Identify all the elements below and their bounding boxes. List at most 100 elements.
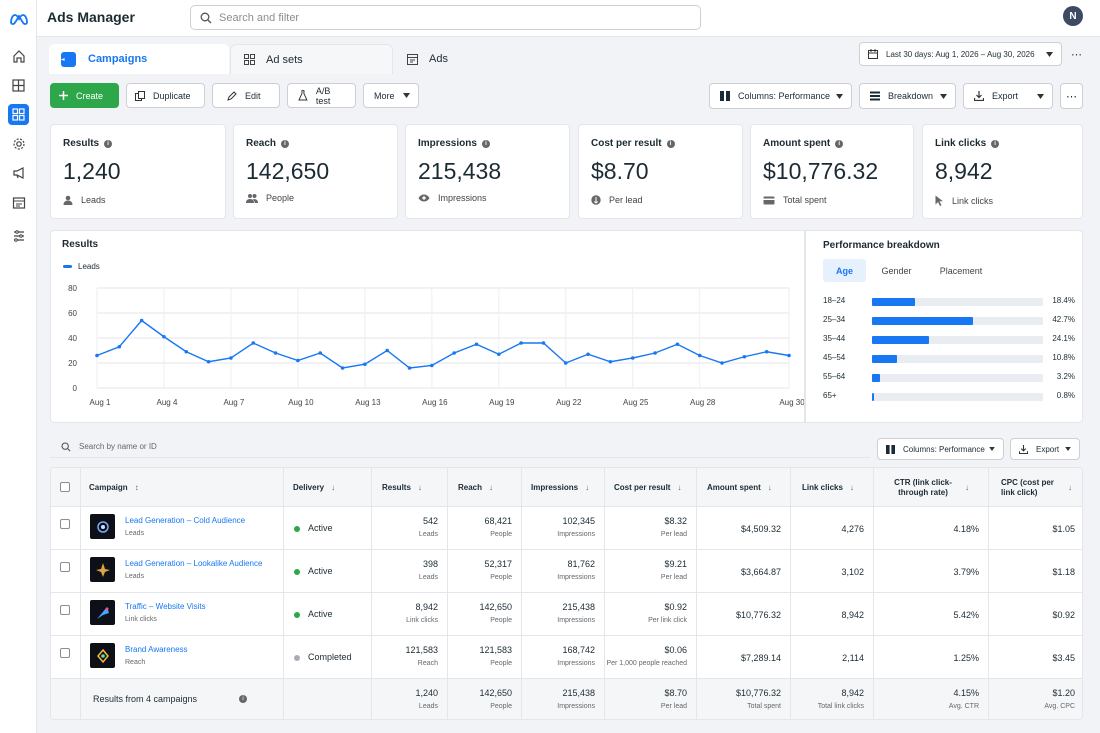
cpr-cell: $0.06 Per 1,000 people reached — [605, 636, 697, 678]
campaign-name-link[interactable]: Brand Awareness — [125, 645, 188, 654]
breakdown-button[interactable]: Breakdown — [859, 83, 956, 109]
columns-button[interactable]: Columns: Performance — [709, 83, 852, 109]
duplicate-button[interactable]: Duplicate — [126, 83, 205, 108]
metric-card-link-clicks[interactable]: Link clicks i 8,942 Link clicks — [922, 124, 1083, 219]
info-icon[interactable]: i — [281, 139, 290, 148]
sort-icon[interactable]: ↓ — [331, 483, 336, 492]
filters-icon[interactable] — [8, 225, 29, 246]
segment-placement[interactable]: Placement — [939, 265, 983, 276]
breakdown-label: 18–24 — [823, 296, 846, 305]
tab-label: Campaigns — [88, 53, 148, 65]
sort-icon[interactable]: ↓ — [767, 483, 772, 492]
row-checkbox[interactable] — [60, 519, 70, 529]
table-row[interactable]: Traffic – Website Visits Link clicks Act… — [51, 593, 1082, 636]
header-cost-per-result[interactable]: Cost per result ↓ — [605, 468, 697, 507]
spent-cell: $3,664.87 — [697, 550, 791, 592]
sort-icon[interactable]: ↓ — [677, 483, 682, 492]
settings-icon[interactable] — [8, 133, 29, 154]
status-dot-icon — [294, 526, 300, 532]
date-range-picker[interactable]: Last 30 days: Aug 1, 2026 – Aug 30, 2026 — [859, 42, 1062, 66]
breakdown-bar-track — [872, 393, 1043, 401]
summary-cpr-cell: $8.70 Per lead — [605, 679, 697, 719]
sort-icon[interactable]: ↓ — [965, 483, 969, 492]
cpr-sub: Per 1,000 people reached — [606, 660, 687, 667]
select-all-checkbox[interactable] — [60, 482, 70, 492]
header-cpc[interactable]: CPC (cost per link click) ↓ — [989, 468, 1082, 507]
chart-title: Results — [62, 239, 99, 250]
sort-icon[interactable]: ↓ — [585, 483, 590, 492]
info-icon[interactable]: i — [239, 695, 247, 703]
breakdown-title: Performance breakdown — [823, 240, 940, 251]
header-amount-spent[interactable]: Amount spent ↓ — [697, 468, 791, 507]
sort-icon[interactable]: ↓ — [1068, 483, 1072, 492]
tab-ads[interactable]: Ads — [394, 44, 557, 74]
info-icon[interactable]: i — [835, 139, 844, 148]
wallet-icon — [763, 196, 775, 204]
more-button[interactable]: More — [363, 83, 419, 108]
header-reach[interactable]: Reach ↓ — [448, 468, 522, 507]
sort-icon[interactable]: ↓ — [417, 483, 422, 492]
row-checkbox[interactable] — [60, 648, 70, 658]
metric-card-reach[interactable]: Reach i 142,650 People — [233, 124, 398, 219]
table-search-placeholder: Search by name or ID — [79, 442, 157, 451]
search-filter-input[interactable]: Search and filter — [190, 5, 701, 30]
export-button[interactable]: Export — [963, 83, 1053, 109]
table-row[interactable]: Lead Generation – Cold Audience Leads Ac… — [51, 507, 1082, 550]
impressions-value: 168,742 — [562, 645, 595, 655]
campaign-name-link[interactable]: Lead Generation – Lookalike Audience — [125, 559, 263, 568]
tab-ad-sets[interactable]: Ad sets — [230, 44, 393, 74]
segment-age[interactable]: Age — [823, 259, 866, 282]
campaign-cell: Lead Generation – Cold Audience Leads — [81, 507, 284, 549]
campaign-name-link[interactable]: Lead Generation – Cold Audience — [125, 516, 246, 525]
table-export-button[interactable]: Export — [1010, 438, 1080, 460]
billing-icon[interactable] — [8, 192, 29, 213]
metric-card-results[interactable]: Results i 1,240 Leads — [50, 124, 226, 219]
sort-icon[interactable]: ↓ — [489, 483, 494, 492]
edit-button[interactable]: Edit — [212, 83, 280, 108]
x-tick-label: Aug 13 — [355, 398, 381, 407]
metric-card-impressions[interactable]: Impressions i 215,438 Impressions — [405, 124, 570, 219]
more-options-icon[interactable]: ⋯ — [1071, 49, 1083, 61]
info-icon[interactable]: i — [991, 139, 1000, 148]
table-search-input[interactable]: Search by name or ID — [50, 436, 870, 458]
row-checkbox[interactable] — [60, 562, 70, 572]
info-icon[interactable]: i — [481, 139, 490, 148]
campaign-thumbnail — [90, 600, 115, 625]
segment-gender[interactable]: Gender — [881, 265, 912, 276]
home-icon[interactable] — [8, 45, 29, 66]
header-campaign[interactable]: Campaign ↕ — [81, 468, 284, 507]
metric-card-cost-per-result[interactable]: Cost per result i $8.70 Per lead — [578, 124, 743, 219]
header-ctr[interactable]: CTR (link click-through rate) ↓ — [874, 468, 989, 507]
metric-card-amount-spent[interactable]: Amount spent i $10,776.32 Total spent — [750, 124, 914, 219]
header-link-clicks[interactable]: Link clicks ↓ — [791, 468, 874, 507]
megaphone-icon[interactable] — [8, 162, 29, 183]
info-icon[interactable]: i — [666, 139, 675, 148]
campaigns-icon[interactable] — [8, 104, 29, 125]
campaign-thumbnail — [90, 514, 115, 539]
avatar[interactable]: N — [1063, 6, 1083, 26]
table-columns-button[interactable]: Columns: Performance — [877, 438, 1004, 460]
header-delivery[interactable]: Delivery ↓ — [284, 468, 372, 507]
sort-icon[interactable]: ↕ — [134, 483, 139, 492]
toolbar-more-icon[interactable]: ⋯ — [1060, 83, 1083, 109]
row-checkbox[interactable] — [60, 605, 70, 615]
search-icon — [61, 441, 71, 452]
clicks-cell: 2,114 — [791, 636, 874, 678]
impressions-value: 215,438 — [562, 602, 595, 612]
search-placeholder: Search and filter — [219, 11, 300, 24]
grid-icon[interactable] — [8, 75, 29, 96]
ab-test-button[interactable]: A/B test — [287, 83, 356, 108]
header-label: CPC (cost per link click) — [1001, 477, 1054, 497]
table-row[interactable]: Brand Awareness Reach Completed 121,583 … — [51, 636, 1082, 679]
meta-logo-icon[interactable] — [8, 8, 29, 29]
create-button[interactable]: Create — [50, 83, 119, 108]
results-sub: Link clicks — [406, 617, 438, 624]
header-impressions[interactable]: Impressions ↓ — [522, 468, 605, 507]
campaign-name-link[interactable]: Traffic – Website Visits — [125, 602, 206, 611]
info-icon[interactable]: i — [104, 139, 113, 148]
header-results[interactable]: Results ↓ — [372, 468, 448, 507]
table-row[interactable]: Lead Generation – Lookalike Audience Lea… — [51, 550, 1082, 593]
status-dot-icon — [294, 569, 300, 575]
tab-campaigns[interactable]: Campaigns — [49, 44, 229, 74]
sort-icon[interactable]: ↓ — [849, 483, 854, 492]
